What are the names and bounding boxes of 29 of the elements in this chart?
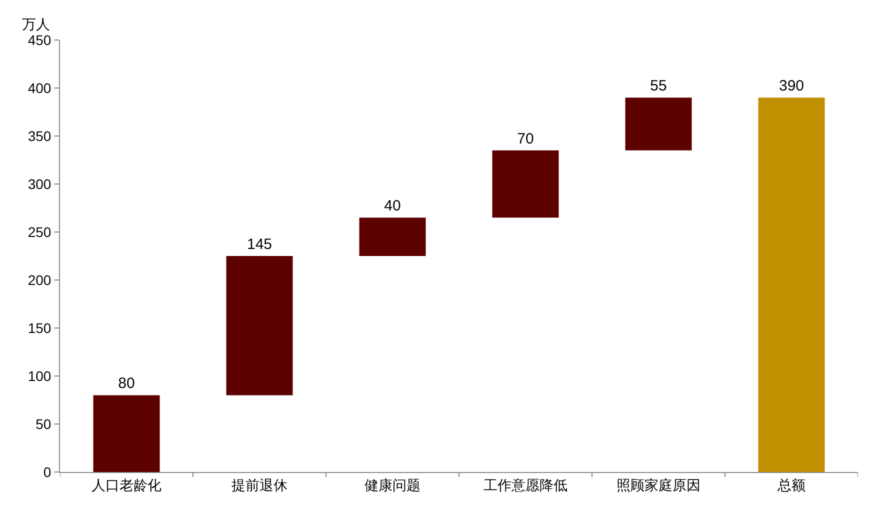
y-tick-label: 300	[28, 176, 52, 192]
bar	[625, 98, 692, 150]
data-label: 55	[650, 78, 667, 95]
y-axis-title: 万人	[22, 16, 50, 32]
y-tick-label: 150	[28, 320, 52, 336]
y-tick-label: 200	[28, 272, 52, 288]
x-tick-label: 提前退休	[232, 476, 288, 493]
data-label: 145	[246, 236, 272, 253]
bar	[359, 218, 426, 256]
bar	[492, 150, 559, 218]
bar	[226, 256, 293, 396]
bar	[93, 395, 160, 472]
x-tick-label: 工作意愿降低	[484, 476, 568, 493]
y-tick-label: 250	[28, 224, 52, 240]
y-tick-label: 350	[28, 128, 52, 144]
y-tick-label: 0	[43, 464, 52, 480]
data-label: 40	[384, 198, 401, 215]
x-tick-label: 健康问题	[364, 476, 420, 493]
x-tick-label: 总额	[776, 476, 806, 493]
y-tick-label: 50	[36, 416, 52, 432]
y-tick-label: 400	[28, 80, 52, 96]
data-label: 70	[517, 130, 534, 148]
x-tick-label: 人口老龄化	[92, 476, 162, 493]
y-tick-label: 450	[28, 32, 52, 48]
data-label: 390	[778, 78, 804, 95]
data-label: 80	[118, 375, 135, 392]
bar	[758, 98, 825, 472]
y-tick-label: 100	[28, 368, 52, 384]
x-tick-label: 照顾家庭原因	[616, 476, 700, 493]
